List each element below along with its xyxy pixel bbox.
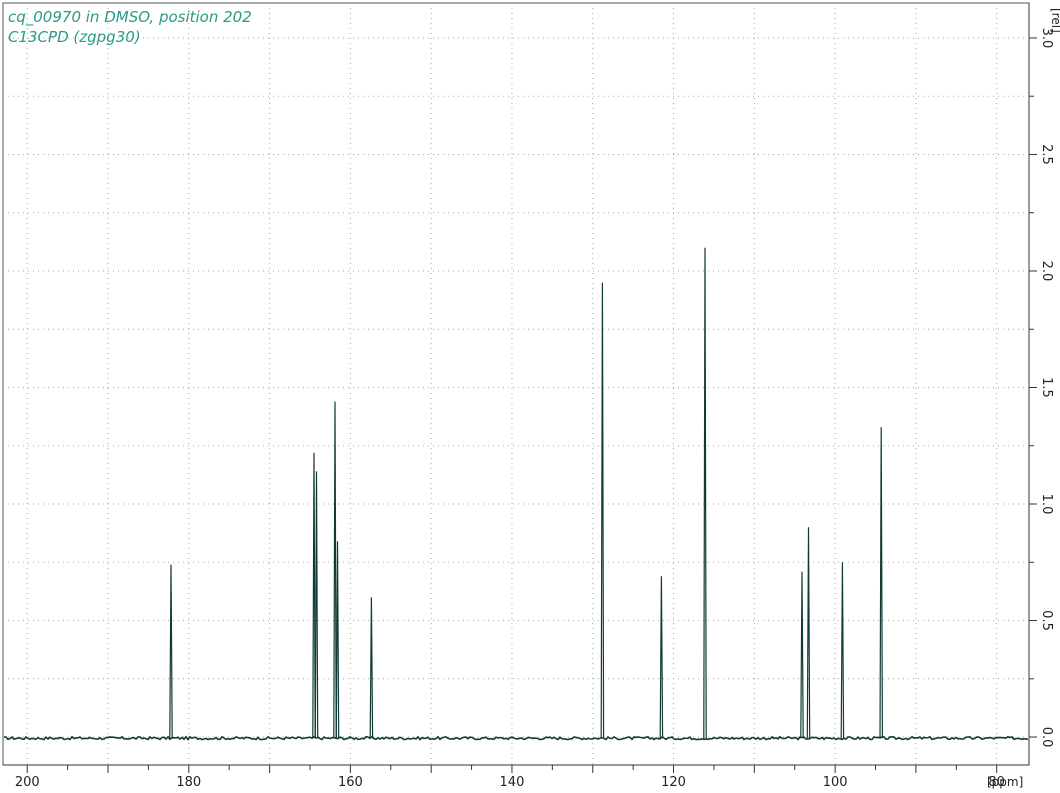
spectrum-peak	[840, 562, 845, 739]
chart-title: cq_00970 in DMSO, position 202	[8, 8, 252, 27]
spectrum-peak	[806, 527, 811, 739]
spectrum-peak	[879, 427, 883, 739]
spectrum-peak	[369, 597, 374, 739]
x-axis: 200 180 160 140 120 100 80	[15, 765, 1005, 790]
y-tick-label: 0.5	[1039, 610, 1054, 631]
plot-frame	[2, 2, 1030, 766]
y-tick-label: 0.0	[1039, 727, 1054, 748]
x-tick-label: 100	[823, 775, 848, 790]
x-tick-label: 160	[338, 775, 363, 790]
spectrum-peak	[600, 282, 605, 739]
spectrum-peak	[659, 576, 664, 739]
x-axis-unit-label: [ppm]	[987, 775, 1023, 789]
spectrum-peak	[333, 401, 337, 739]
spectrum-peak	[169, 564, 173, 739]
spectrum-baseline	[3, 735, 1029, 741]
y-tick-label: 2.0	[1039, 261, 1054, 282]
y-axis-unit-label: [rel]	[1049, 8, 1060, 33]
x-tick-label: 180	[176, 775, 201, 790]
spectrum-peak	[314, 471, 319, 739]
grid-lines	[3, 3, 1029, 765]
spectrum-peak	[312, 452, 316, 739]
x-tick-label: 80	[988, 775, 1005, 790]
spectrum-trace	[3, 247, 1029, 741]
x-tick-label: 120	[661, 775, 686, 790]
y-tick-label: 2.5	[1039, 144, 1054, 165]
y-tick-label: 1.5	[1039, 377, 1054, 398]
x-tick-label: 140	[500, 775, 525, 790]
y-axis: 0.0 0.5 1.0 1.5 2.0 2.5 3.0	[1029, 28, 1054, 748]
x-tick-label: 200	[15, 775, 40, 790]
y-tick-label: 1.0	[1039, 494, 1054, 515]
spectrum-peak	[335, 541, 340, 739]
spectrum-peak	[800, 571, 804, 739]
chart-subtitle: C13CPD (zgpg30)	[8, 28, 141, 46]
y-tick-label: 3.0	[1039, 28, 1054, 49]
spectrum-peak	[703, 247, 707, 739]
